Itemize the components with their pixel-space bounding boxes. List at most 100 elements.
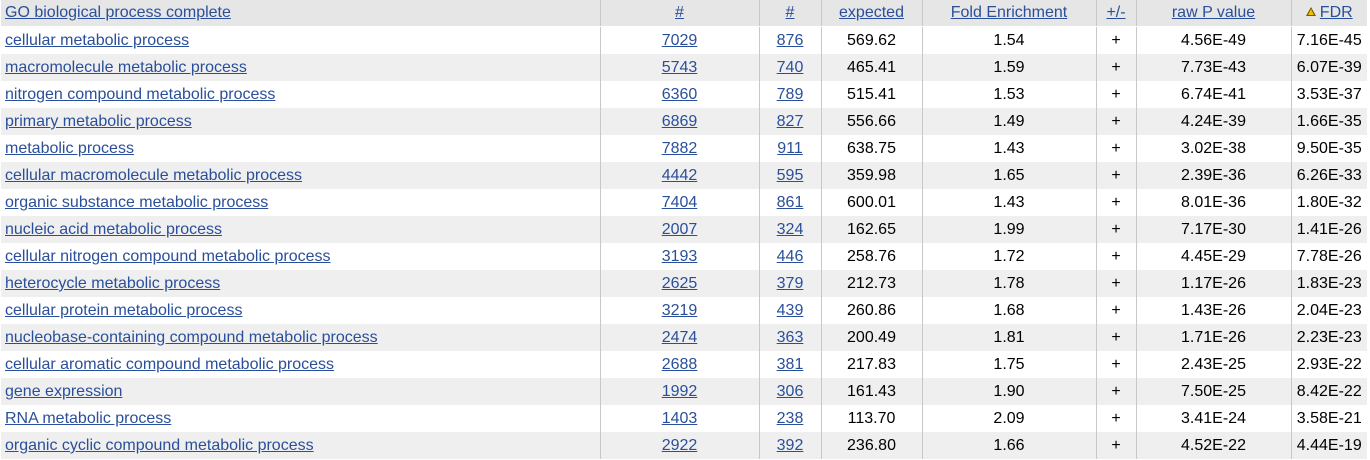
go-term-link[interactable]: organic cyclic compound metabolic proces… xyxy=(5,437,314,454)
ref-count-link[interactable]: 6869 xyxy=(661,113,698,130)
cell-input[interactable]: 324 xyxy=(758,216,821,243)
cell-process[interactable]: cellular aromatic compound metabolic pro… xyxy=(1,351,600,378)
ref-count-link[interactable]: 4442 xyxy=(661,167,698,184)
input-count-link[interactable]: 595 xyxy=(776,167,804,184)
header-go-process[interactable]: GO biological process complete xyxy=(1,0,600,27)
cell-process[interactable]: organic substance metabolic process xyxy=(1,189,600,216)
input-count-link[interactable]: 306 xyxy=(776,383,804,400)
cell-input[interactable]: 379 xyxy=(758,270,821,297)
cell-input[interactable]: 595 xyxy=(758,162,821,189)
cell-ref[interactable]: 1992 xyxy=(599,378,759,405)
ref-count-link[interactable]: 5743 xyxy=(661,59,698,76)
cell-input[interactable]: 306 xyxy=(758,378,821,405)
cell-ref[interactable]: 7029 xyxy=(599,26,759,54)
ref-count-link[interactable]: 3193 xyxy=(661,248,698,265)
cell-process[interactable]: cellular protein metabolic process xyxy=(1,297,600,324)
go-term-link[interactable]: nitrogen compound metabolic process xyxy=(5,86,276,103)
cell-input[interactable]: 381 xyxy=(758,351,821,378)
cell-input[interactable]: 392 xyxy=(758,432,821,459)
cell-process[interactable]: primary metabolic process xyxy=(1,108,600,135)
ref-count-link[interactable]: 2922 xyxy=(661,437,698,454)
expected-sort-link[interactable]: expected xyxy=(839,4,904,21)
input-count-link[interactable]: 379 xyxy=(776,275,804,292)
cell-input[interactable]: 789 xyxy=(758,81,821,108)
cell-ref[interactable]: 2688 xyxy=(599,351,759,378)
go-term-link[interactable]: nucleobase-containing compound metabolic… xyxy=(5,329,378,346)
input-count-link[interactable]: 363 xyxy=(776,329,804,346)
cell-ref[interactable]: 2625 xyxy=(599,270,759,297)
go-term-link[interactable]: gene expression xyxy=(5,383,123,400)
go-term-link[interactable]: macromolecule metabolic process xyxy=(5,59,247,76)
ref-count-link[interactable]: 2007 xyxy=(661,221,698,238)
cell-process[interactable]: organic cyclic compound metabolic proces… xyxy=(1,432,600,459)
fold-enrichment-sort-link[interactable]: Fold Enrichment xyxy=(950,4,1068,21)
go-term-link[interactable]: cellular aromatic compound metabolic pro… xyxy=(5,356,335,373)
cell-process[interactable]: cellular macromolecule metabolic process xyxy=(1,162,600,189)
cell-process[interactable]: RNA metabolic process xyxy=(1,405,600,432)
go-term-link[interactable]: cellular nitrogen compound metabolic pro… xyxy=(5,248,331,265)
cell-ref[interactable]: 1403 xyxy=(599,405,759,432)
cell-ref[interactable]: 5743 xyxy=(599,54,759,81)
go-term-link[interactable]: primary metabolic process xyxy=(5,113,192,130)
cell-input[interactable]: 446 xyxy=(758,243,821,270)
cell-process[interactable]: heterocycle metabolic process xyxy=(1,270,600,297)
go-term-link[interactable]: metabolic process xyxy=(5,140,134,157)
cell-process[interactable]: macromolecule metabolic process xyxy=(1,54,600,81)
cell-process[interactable]: nucleobase-containing compound metabolic… xyxy=(1,324,600,351)
cell-process[interactable]: nitrogen compound metabolic process xyxy=(1,81,600,108)
ref-count-link[interactable]: 7404 xyxy=(661,194,698,211)
go-term-link[interactable]: RNA metabolic process xyxy=(5,410,172,427)
go-term-link[interactable]: cellular protein metabolic process xyxy=(5,302,243,319)
input-count-link[interactable]: 876 xyxy=(776,32,804,49)
cell-input[interactable]: 861 xyxy=(758,189,821,216)
input-count-link[interactable]: 740 xyxy=(776,59,804,76)
header-fdr[interactable]: FDR xyxy=(1290,0,1367,27)
cell-process[interactable]: metabolic process xyxy=(1,135,600,162)
header-ref-count[interactable]: # xyxy=(599,0,759,27)
go-process-sort-link[interactable]: GO biological process complete xyxy=(5,4,231,21)
input-count-sort-link[interactable]: # xyxy=(785,4,795,21)
cell-process[interactable]: cellular nitrogen compound metabolic pro… xyxy=(1,243,600,270)
header-raw-p[interactable]: raw P value xyxy=(1135,0,1291,27)
input-count-link[interactable]: 392 xyxy=(776,437,804,454)
input-count-link[interactable]: 381 xyxy=(776,356,804,373)
ref-count-link[interactable]: 7029 xyxy=(661,32,698,49)
ref-count-link[interactable]: 7882 xyxy=(661,140,698,157)
ref-count-link[interactable]: 3219 xyxy=(661,302,698,319)
input-count-link[interactable]: 446 xyxy=(776,248,804,265)
cell-process[interactable]: gene expression xyxy=(1,378,600,405)
cell-ref[interactable]: 6360 xyxy=(599,81,759,108)
header-sign[interactable]: +/- xyxy=(1095,0,1136,27)
cell-input[interactable]: 238 xyxy=(758,405,821,432)
cell-ref[interactable]: 2007 xyxy=(599,216,759,243)
go-term-link[interactable]: organic substance metabolic process xyxy=(5,194,269,211)
ref-count-link[interactable]: 2688 xyxy=(661,356,698,373)
cell-ref[interactable]: 4442 xyxy=(599,162,759,189)
cell-process[interactable]: cellular metabolic process xyxy=(1,26,600,54)
input-count-link[interactable]: 324 xyxy=(776,221,804,238)
input-count-link[interactable]: 439 xyxy=(776,302,804,319)
input-count-link[interactable]: 238 xyxy=(776,410,804,427)
cell-ref[interactable]: 7404 xyxy=(599,189,759,216)
cell-ref[interactable]: 6869 xyxy=(599,108,759,135)
go-term-link[interactable]: cellular macromolecule metabolic process xyxy=(5,167,303,184)
cell-input[interactable]: 740 xyxy=(758,54,821,81)
fdr-sort-link[interactable]: FDR xyxy=(1319,4,1353,21)
cell-ref[interactable]: 7882 xyxy=(599,135,759,162)
cell-ref[interactable]: 3193 xyxy=(599,243,759,270)
cell-input[interactable]: 876 xyxy=(758,26,821,54)
cell-ref[interactable]: 3219 xyxy=(599,297,759,324)
cell-ref[interactable]: 2474 xyxy=(599,324,759,351)
input-count-link[interactable]: 911 xyxy=(777,140,803,157)
header-expected[interactable]: expected xyxy=(820,0,922,27)
cell-input[interactable]: 363 xyxy=(758,324,821,351)
cell-input[interactable]: 827 xyxy=(758,108,821,135)
go-term-link[interactable]: nucleic acid metabolic process xyxy=(5,221,222,238)
cell-input[interactable]: 439 xyxy=(758,297,821,324)
header-fold-enrichment[interactable]: Fold Enrichment xyxy=(921,0,1096,27)
ref-count-link[interactable]: 6360 xyxy=(661,86,698,103)
header-input-count[interactable]: # xyxy=(758,0,821,27)
raw-p-sort-link[interactable]: raw P value xyxy=(1171,4,1256,21)
input-count-link[interactable]: 827 xyxy=(776,113,804,130)
ref-count-link[interactable]: 2625 xyxy=(661,275,698,292)
